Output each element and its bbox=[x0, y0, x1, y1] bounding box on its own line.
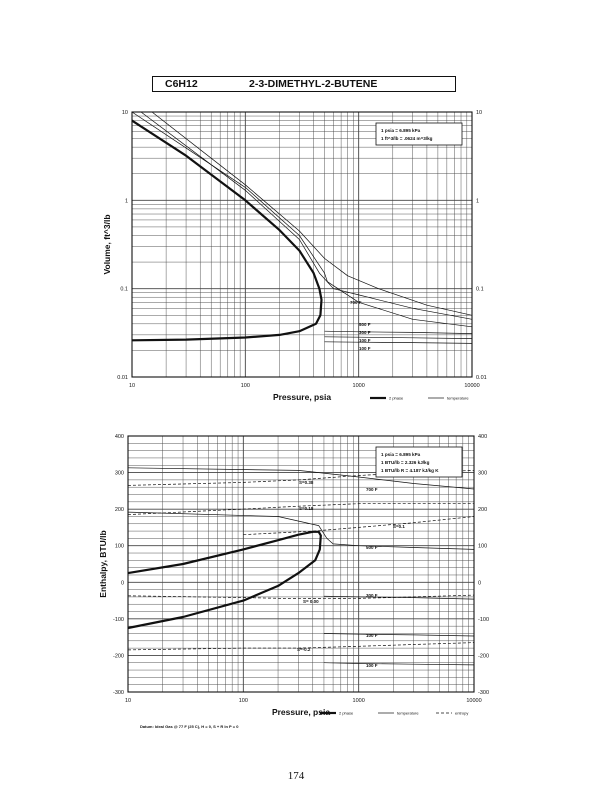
chart1-conversion-line: 1 psia = 6.895 kPa bbox=[381, 128, 421, 133]
chart1-y-tick-label-right: 0.01 bbox=[476, 375, 487, 381]
chart2-y-tick-label-left: 400 bbox=[115, 434, 124, 440]
chart2-y-tick-label-right: -100 bbox=[478, 617, 489, 623]
chart1-y-tick-label-left: 0.01 bbox=[117, 375, 128, 381]
chart2-datum-note: Datum: Ideal Gas @ 77 F (25 C), H = 0, S… bbox=[140, 724, 239, 729]
chart2-grid bbox=[127, 435, 474, 693]
chart2-series-line-entropy bbox=[127, 503, 474, 515]
chart1-y-tick-label-right: 1 bbox=[476, 198, 479, 204]
chart2-entropy-label: S= 0.00 bbox=[303, 599, 319, 604]
chart2-x-tick-label: 10 bbox=[125, 698, 131, 704]
chart2-y-tick-label-left: -300 bbox=[113, 690, 124, 696]
chart1-legend-label: 2 phase bbox=[389, 396, 404, 401]
chart2-series-line-temperature bbox=[127, 467, 475, 490]
chart1-conversion-box bbox=[375, 122, 463, 146]
chart2-y-tick-label-right: -200 bbox=[478, 653, 489, 659]
chart1-legend: 2 phase temperature bbox=[370, 396, 469, 401]
chart2-y-tick-label-left: 100 bbox=[115, 544, 124, 550]
chart2-x-tick-label: 100 bbox=[239, 698, 248, 704]
chart2-series-line-entropy bbox=[127, 642, 475, 651]
chart2-series-line-temperature bbox=[323, 595, 475, 600]
chart2-isotherm-label: 300 F bbox=[366, 593, 378, 598]
chart2-conversion-line: 1 BTU/lb R = 4.187 kJ/kg K bbox=[381, 468, 439, 473]
chart2-y-tick-label-left: 300 bbox=[115, 471, 124, 477]
chart2-series-line-temperature bbox=[323, 662, 475, 666]
chart1-y-tick-label-left: 10 bbox=[122, 110, 128, 116]
chart2-y-tick-label-left: -100 bbox=[113, 617, 124, 623]
chart2-y-tick-label-right: 400 bbox=[478, 434, 487, 440]
chemical-formula: C6H12 bbox=[165, 78, 198, 90]
chart2-isotherm-label: 100 F bbox=[366, 633, 378, 638]
chart2-plot-frame bbox=[127, 435, 475, 693]
chart1-legend-label: temperature bbox=[447, 396, 469, 401]
chart1-isotherm-label: 100 F bbox=[359, 346, 371, 351]
chart2-y-tick-label-right: 100 bbox=[478, 544, 487, 550]
page-number: 174 bbox=[287, 770, 305, 782]
chart1-y-axis-label: Volume, ft^3/lb bbox=[102, 214, 112, 274]
chart2-y-tick-label-right: 0 bbox=[478, 580, 481, 586]
chart2-x-axis-label: Pressure, psia bbox=[272, 707, 330, 717]
chart2-series-line-entropy bbox=[127, 594, 475, 600]
chart2-conversion-line: 1 psia = 6.895 kPa bbox=[381, 452, 421, 457]
chart1-isotherm-label: 500 F bbox=[359, 322, 371, 327]
chart2-x-tick-label: 1000 bbox=[353, 698, 365, 704]
chart2-isotherm-label: 500 F bbox=[366, 545, 378, 550]
chart1-x-tick-label: 10000 bbox=[464, 383, 479, 389]
chart2-legend-label: entropy bbox=[455, 711, 468, 716]
chart1-series-line-temperature bbox=[324, 341, 473, 344]
chart2-entropy-label: S=-0.2 bbox=[297, 647, 311, 652]
chart2-conversion-line: 1 BTU/lb = 2.326 kJ/kg bbox=[381, 460, 430, 465]
chart1-x-tick-label: 100 bbox=[241, 383, 250, 389]
compound-name: 2-3-DIMETHYL-2-BUTENE bbox=[249, 78, 378, 90]
chart2-series-line-entropy bbox=[243, 516, 475, 536]
chart1-x-axis-label: Pressure, psia bbox=[273, 392, 331, 402]
chart1-series-line-temperature bbox=[140, 111, 473, 320]
chart2-legend-label: temperature bbox=[397, 711, 419, 716]
chart2-series-line-temperature bbox=[323, 633, 475, 637]
chart1-isotherm-label: 700 F bbox=[350, 300, 362, 305]
chart1-series-line-temperature bbox=[324, 336, 473, 339]
chart2-y-tick-label-right: -300 bbox=[478, 690, 489, 696]
chart2-entropy-label: S=0.18 bbox=[299, 506, 314, 511]
chart1-y-tick-label-right: 0.1 bbox=[476, 287, 484, 293]
chart2-isotherm-label: 700 F bbox=[366, 487, 378, 492]
chart2-y-tick-label-right: 200 bbox=[478, 507, 487, 513]
chart1-series-line-temperature bbox=[324, 330, 473, 334]
chart1-conversion-line: 1 ft^3/lb = .0624 m^3/kg bbox=[381, 136, 433, 141]
chart1-plot-frame bbox=[131, 111, 473, 378]
chart2-series-line-temperature bbox=[127, 511, 475, 550]
chart2-y-tick-label-left: 0 bbox=[121, 580, 124, 586]
chart2-y-axis-label: Enthalpy, BTU/lb bbox=[98, 530, 108, 597]
chart1-series-line-temperature bbox=[131, 111, 473, 328]
chart-title-box: C6H12 2-3-DIMETHYL-2-BUTENE bbox=[152, 76, 456, 92]
chart1-series-line-temperature bbox=[151, 111, 473, 316]
chart2-entropy-label: S=0.38 bbox=[299, 480, 314, 485]
chart2-conversion-box bbox=[375, 446, 463, 478]
chart1-x-tick-label: 1000 bbox=[353, 383, 365, 389]
chart1-isotherm-label: 300 F bbox=[359, 330, 371, 335]
chart2-isotherm-label: 100 F bbox=[366, 663, 378, 668]
chart2-legend: 2 phase temperature entropy bbox=[320, 711, 468, 716]
chart1-isotherm-label: 100 F bbox=[359, 338, 371, 343]
chart2-x-tick-label: 10000 bbox=[466, 698, 481, 704]
chart2-series-line-2-phase bbox=[127, 530, 322, 630]
chart1-series-line-2-phase bbox=[131, 119, 323, 342]
chart1-y-tick-label-left: 0.1 bbox=[120, 287, 128, 293]
chart2-legend-label: 2 phase bbox=[339, 711, 354, 716]
chart2-y-tick-label-left: -200 bbox=[113, 653, 124, 659]
chart1-x-tick-label: 10 bbox=[129, 383, 135, 389]
chart1-y-tick-label-left: 1 bbox=[125, 198, 128, 204]
chart2-y-tick-label-left: 200 bbox=[115, 507, 124, 513]
chart2-y-tick-label-right: 300 bbox=[478, 471, 487, 477]
chart1-y-tick-label-right: 10 bbox=[476, 110, 482, 116]
chart2-entropy-label: S=0.1 bbox=[393, 524, 405, 529]
